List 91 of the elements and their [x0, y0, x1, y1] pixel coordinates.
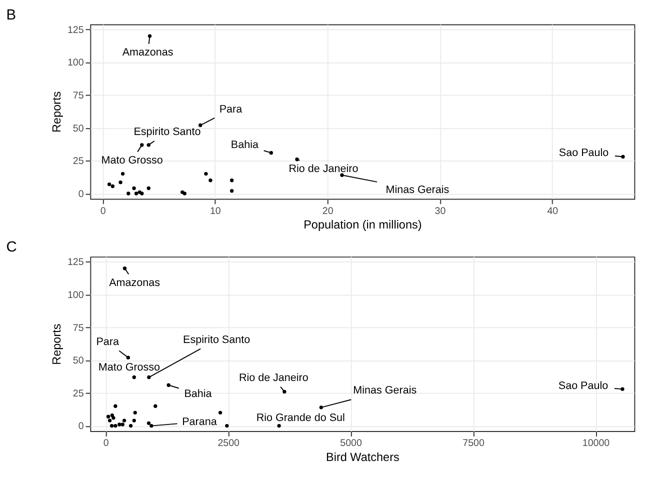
x-axis-title: Population (in millions): [304, 218, 422, 232]
x-tick-label: 30: [434, 206, 446, 217]
x-tick-label: 40: [547, 206, 559, 217]
point: [110, 424, 114, 428]
point: [230, 178, 234, 182]
point: [110, 184, 114, 188]
annotation: Para: [219, 104, 242, 116]
y-tick-label: 50: [72, 356, 84, 367]
point: [198, 123, 202, 128]
point: [620, 387, 624, 391]
point: [154, 404, 158, 408]
point: [269, 150, 273, 155]
point: [147, 375, 151, 380]
annotation: Amazonas: [122, 46, 174, 59]
point: [112, 416, 116, 420]
point: [114, 404, 118, 408]
x-tick-label: 10000: [582, 438, 610, 450]
point: [106, 414, 110, 418]
point: [148, 34, 152, 38]
point: [230, 189, 234, 193]
point: [166, 383, 170, 387]
y-tick-label: 0: [78, 188, 84, 200]
x-tick-label: 10: [210, 206, 222, 217]
point: [128, 424, 133, 428]
annotation: Minas Gerais: [353, 384, 417, 397]
x-tick-label: 0: [100, 206, 106, 217]
point: [126, 192, 130, 196]
point: [120, 422, 124, 426]
chart-title: B: [6, 7, 16, 24]
annotation: Sao Paulo: [558, 380, 608, 392]
annotation: Bahia: [184, 388, 212, 400]
point: [126, 356, 130, 360]
annotation: Mato Grosso: [101, 154, 163, 167]
point: [218, 410, 222, 415]
y-tick-label: 0: [78, 421, 84, 432]
y-tick-label: 125: [67, 257, 84, 268]
x-tick-label: 20: [322, 206, 334, 217]
x-tick-label: 7500: [462, 438, 485, 450]
y-tick-label: 75: [72, 90, 84, 102]
annotation: Amazonas: [109, 277, 160, 290]
point: [208, 178, 212, 182]
y-tick-label: 25: [72, 156, 84, 168]
point: [108, 418, 112, 422]
y-tick-label: 100: [67, 290, 84, 302]
y-tick-label: 125: [67, 24, 84, 36]
point: [122, 266, 127, 270]
y-tick-label: 100: [67, 58, 84, 69]
annotation: Rio de Janeiro: [288, 163, 358, 176]
point: [118, 180, 122, 184]
point: [146, 186, 150, 190]
point: [146, 421, 151, 426]
annotation: Bahia: [230, 138, 258, 151]
point: [319, 406, 324, 410]
annotation: Espirito Santo: [134, 126, 201, 138]
annotation: Rio de Janeiro: [238, 372, 308, 384]
point: [277, 424, 281, 428]
point: [107, 182, 112, 186]
x-tick-label: 5000: [340, 438, 362, 450]
point: [146, 143, 150, 147]
annotation: Mato Grosso: [98, 361, 160, 374]
point: [621, 154, 625, 159]
x-tick-label: 2500: [218, 438, 240, 450]
y-axis-title: Reports: [50, 91, 64, 133]
point: [225, 424, 229, 428]
point: [140, 143, 144, 147]
point: [132, 418, 136, 422]
x-axis-title: Bird Watchers: [326, 450, 400, 464]
annotation: Espirito Santo: [183, 334, 250, 346]
annotation: Parana: [182, 416, 217, 428]
point: [118, 422, 122, 426]
point: [114, 424, 118, 428]
point: [120, 172, 125, 176]
annotation: Sao Paulo: [558, 146, 609, 159]
annotation: Rio Grande do Sul: [256, 412, 345, 424]
annotation: Minas Gerais: [386, 184, 450, 196]
point: [122, 418, 126, 422]
point: [282, 390, 286, 394]
point: [134, 192, 138, 196]
y-tick-label: 25: [72, 388, 84, 400]
chart-title: C: [6, 240, 18, 256]
y-tick-label: 75: [72, 322, 84, 334]
point: [204, 172, 208, 176]
point: [150, 424, 154, 428]
y-tick-label: 50: [72, 123, 84, 134]
point: [133, 410, 137, 415]
point: [140, 192, 144, 196]
y-axis-title: Reports: [50, 324, 64, 365]
point: [340, 173, 344, 177]
x-tick-label: 0: [103, 438, 110, 450]
point: [132, 186, 136, 190]
annotation: Para: [96, 336, 119, 348]
